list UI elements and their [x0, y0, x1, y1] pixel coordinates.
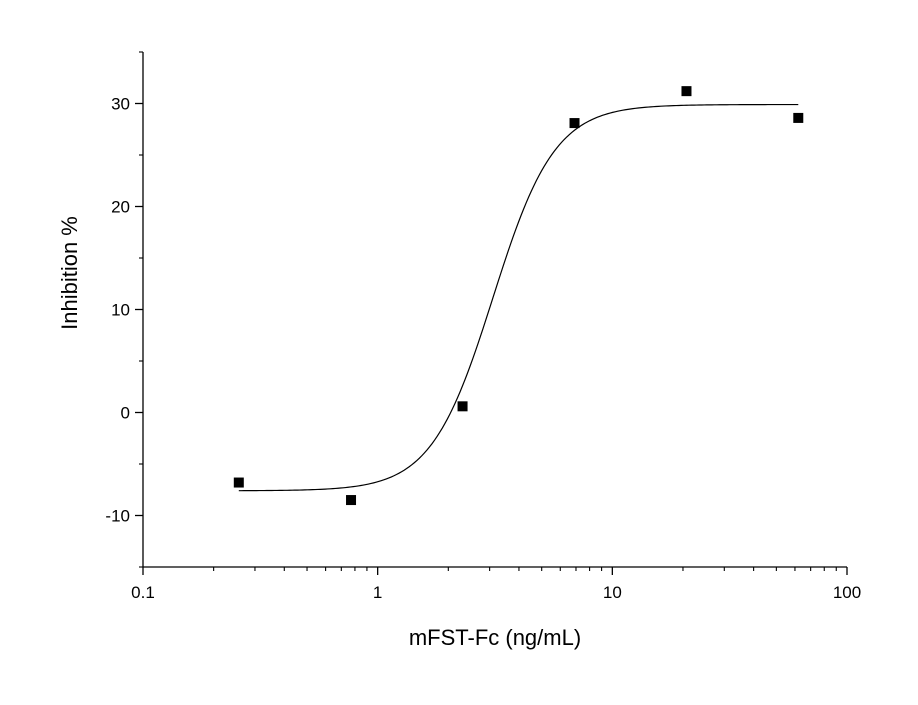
data-point: [233, 477, 244, 488]
data-point: [793, 112, 804, 123]
axes: -10 0 10 20 30 0.1 1 10 100: [105, 51, 861, 602]
y-tick-label: 20: [111, 198, 130, 217]
data-point: [346, 495, 357, 506]
fit-curve: [238, 103, 799, 492]
fit-curve-group: [238, 103, 799, 492]
y-tick-label: 30: [111, 95, 130, 114]
y-axis-title: Inhibition %: [57, 216, 82, 330]
data-points: [233, 86, 804, 506]
y-tick-label: -10: [105, 507, 130, 526]
data-point: [681, 86, 692, 97]
y-tick-label: 10: [111, 301, 130, 320]
y-tick-label: 0: [121, 404, 130, 423]
x-axis-title: mFST-Fc (ng/mL): [409, 625, 581, 650]
x-tick-label: 0.1: [131, 583, 155, 602]
data-point: [569, 118, 580, 129]
x-tick-label: 100: [833, 583, 861, 602]
x-tick-label: 1: [373, 583, 382, 602]
data-point: [457, 401, 468, 412]
x-tick-label: 10: [603, 583, 622, 602]
